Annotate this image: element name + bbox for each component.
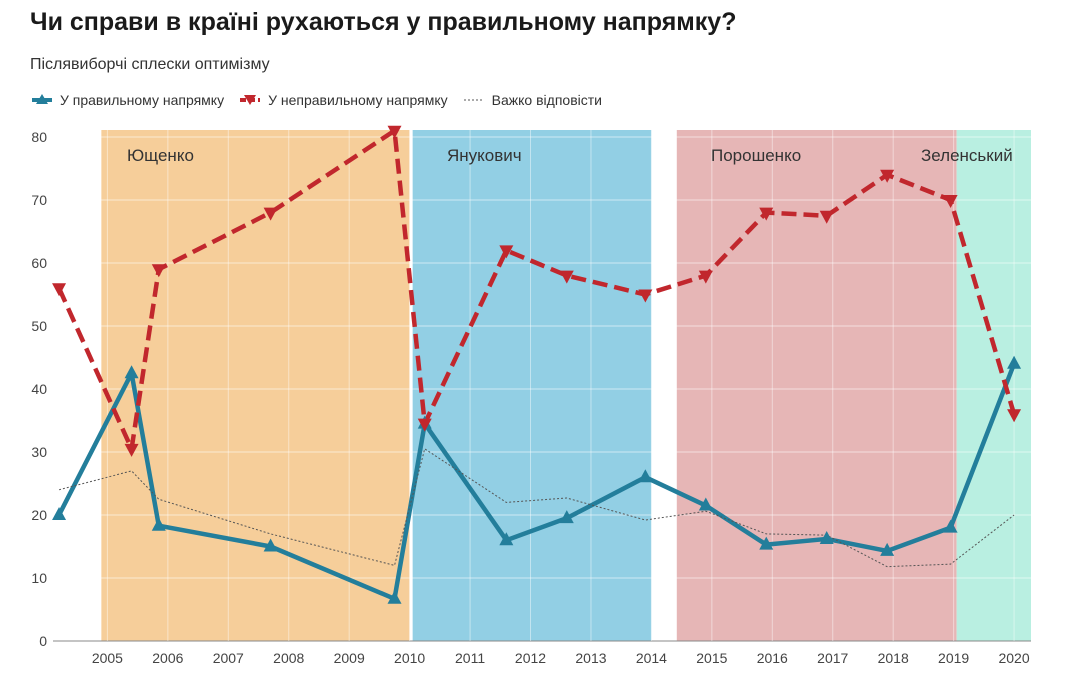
point-wrong: [499, 245, 514, 259]
point-right: [124, 365, 139, 379]
point-right: [1007, 355, 1022, 369]
legend-right-label: У правильному напрямку: [60, 92, 225, 108]
point-right: [387, 590, 402, 604]
point-wrong: [559, 270, 574, 284]
point-wrong: [124, 443, 139, 457]
x-tick-label: 2013: [575, 650, 606, 666]
point-wrong: [698, 270, 713, 284]
legend-hard-line-icon: [463, 99, 484, 101]
point-wrong: [819, 210, 834, 224]
era-label: Янукович: [447, 146, 522, 165]
legend-hard-label: Важко відповісти: [491, 92, 602, 108]
point-right: [151, 517, 166, 531]
era-band: [412, 130, 652, 641]
y-tick-label: 70: [31, 192, 47, 208]
point-right: [880, 542, 895, 556]
point-wrong: [638, 289, 653, 303]
point-right: [943, 519, 958, 533]
series-line-hard: [58, 448, 1015, 568]
x-tick-label: 2008: [273, 650, 304, 666]
x-tick-label: 2018: [878, 650, 909, 666]
chart-title: Чи справи в країні рухаються у правильно…: [30, 8, 737, 36]
point-wrong: [759, 207, 774, 221]
point-wrong: [943, 195, 958, 208]
x-tick-label: 2012: [515, 650, 546, 666]
era-band: [956, 130, 1031, 641]
point-wrong: [1007, 409, 1022, 423]
era-band: [676, 130, 957, 641]
point-wrong: [417, 418, 432, 432]
point-wrong: [387, 125, 402, 139]
era-label: Зеленський: [921, 146, 1013, 165]
series-line-wrong: [56, 128, 1017, 452]
x-tick-label: 2015: [696, 650, 727, 666]
legend-item-hard: Важко відповісти: [462, 92, 602, 108]
x-tick-label: 2014: [636, 650, 667, 666]
point-wrong: [52, 283, 67, 297]
y-tick-label: 80: [31, 129, 47, 145]
legend-item-right: У правильному напрямку: [30, 92, 224, 108]
point-right: [698, 497, 713, 511]
point-right: [638, 469, 653, 483]
x-tick-label: 2009: [334, 650, 365, 666]
legend-wrong-label: У неправильному напрямку: [268, 92, 448, 108]
x-tick-label: 2005: [92, 650, 123, 666]
y-tick-label: 20: [31, 507, 47, 523]
x-tick-label: 2020: [998, 650, 1029, 666]
legend-wrong-marker-icon: [240, 95, 261, 105]
era-band: [101, 130, 410, 641]
point-right: [559, 510, 574, 524]
x-tick-label: 2019: [938, 650, 969, 666]
point-right: [499, 532, 514, 546]
point-wrong: [151, 264, 166, 278]
x-tick-label: 2017: [817, 650, 848, 666]
era-label: Ющенко: [127, 146, 194, 165]
point-wrong: [880, 169, 895, 183]
y-tick-label: 30: [31, 444, 47, 460]
point-right: [819, 530, 834, 544]
legend-right-marker-icon: [32, 94, 52, 104]
point-right: [759, 536, 774, 550]
point-right: [52, 507, 67, 520]
legend-item-wrong: У неправильному напрямку: [238, 92, 448, 108]
y-tick-label: 60: [31, 255, 47, 271]
x-tick-label: 2011: [455, 650, 485, 666]
y-tick-label: 40: [31, 381, 47, 397]
x-tick-label: 2007: [213, 650, 244, 666]
point-wrong: [263, 207, 278, 221]
y-tick-label: 50: [31, 318, 47, 334]
x-tick-label: 2010: [394, 650, 425, 666]
legend: У правильному напрямку У неправильному н…: [30, 90, 616, 110]
era-label: Порошенко: [711, 146, 801, 165]
x-tick-label: 2016: [757, 650, 788, 666]
y-tick-label: 0: [39, 633, 47, 649]
point-right: [263, 538, 278, 552]
chart-subtitle: Післявиборчі сплески оптимізму: [30, 56, 270, 73]
x-tick-label: 2006: [152, 650, 183, 666]
y-tick-label: 10: [31, 570, 47, 586]
